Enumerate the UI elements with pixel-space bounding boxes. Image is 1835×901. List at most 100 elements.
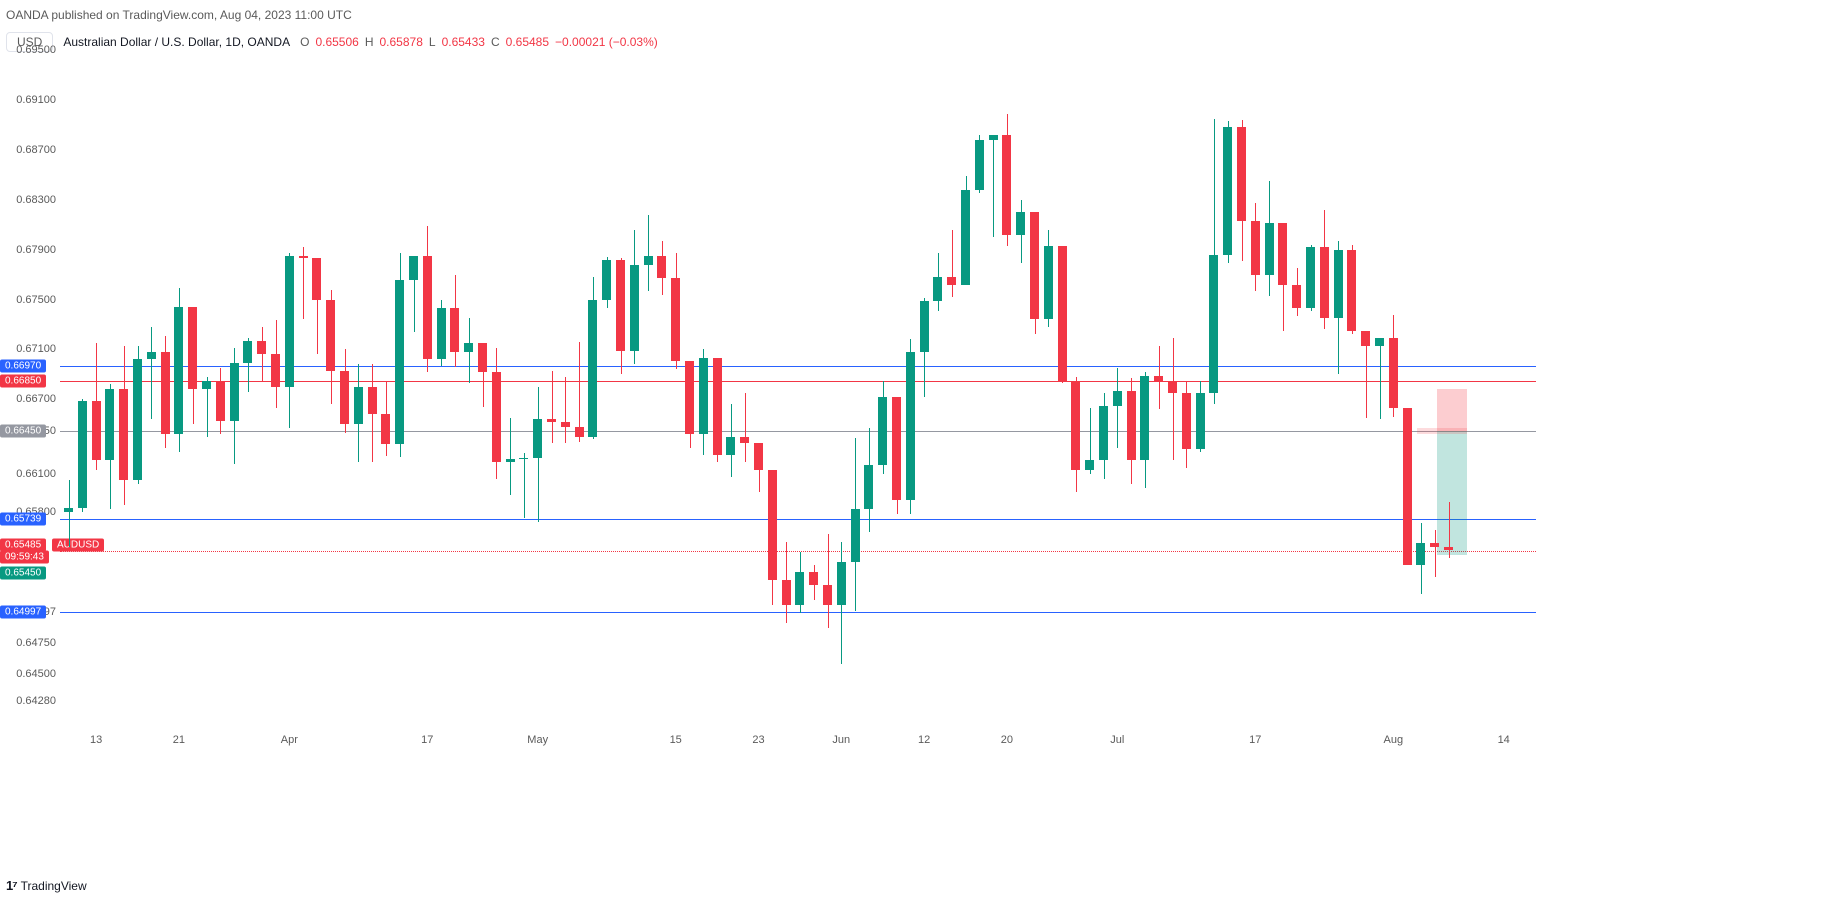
candle-body[interactable] — [64, 508, 73, 512]
candle-body[interactable] — [1030, 212, 1039, 319]
candle-body[interactable] — [1320, 247, 1329, 318]
candle-body[interactable] — [188, 307, 197, 389]
candle-body[interactable] — [1099, 406, 1108, 461]
h-line[interactable] — [60, 519, 1536, 520]
candle-body[interactable] — [1237, 127, 1246, 221]
candle-body[interactable] — [312, 258, 321, 299]
candle-body[interactable] — [1016, 212, 1025, 234]
candle-body[interactable] — [381, 414, 390, 444]
candle-body[interactable] — [575, 427, 584, 437]
candle-body[interactable] — [1085, 460, 1094, 470]
candle-body[interactable] — [1168, 381, 1177, 393]
candle-body[interactable] — [892, 397, 901, 501]
candle-body[interactable] — [699, 358, 708, 434]
candle-body[interactable] — [823, 585, 832, 605]
candle-body[interactable] — [933, 277, 942, 301]
candle-body[interactable] — [326, 300, 335, 371]
candle-body[interactable] — [906, 352, 915, 500]
candle-body[interactable] — [271, 354, 280, 386]
candle-body[interactable] — [450, 308, 459, 352]
candle-body[interactable] — [1292, 285, 1301, 309]
candle-body[interactable] — [947, 277, 956, 284]
candle-body[interactable] — [1002, 135, 1011, 235]
h-line[interactable] — [60, 431, 1536, 432]
candle-body[interactable] — [1140, 376, 1149, 461]
candle-body[interactable] — [1071, 381, 1080, 471]
candle-body[interactable] — [1265, 223, 1274, 274]
candle-body[interactable] — [795, 572, 804, 606]
candle-body[interactable] — [161, 352, 170, 434]
candle-body[interactable] — [354, 387, 363, 424]
candle-body[interactable] — [644, 256, 653, 265]
candle-body[interactable] — [1334, 250, 1343, 319]
candle-body[interactable] — [533, 419, 542, 458]
h-line[interactable] — [60, 612, 1536, 613]
candle-body[interactable] — [216, 381, 225, 421]
candle-body[interactable] — [1154, 376, 1163, 381]
candle-body[interactable] — [202, 381, 211, 390]
candle-body[interactable] — [230, 363, 239, 420]
candle-body[interactable] — [478, 343, 487, 372]
candle-body[interactable] — [851, 509, 860, 561]
candle-body[interactable] — [243, 341, 252, 363]
candle-body[interactable] — [423, 256, 432, 360]
candle-body[interactable] — [1430, 543, 1439, 547]
candle-body[interactable] — [395, 280, 404, 445]
candle-body[interactable] — [630, 265, 639, 351]
candle-body[interactable] — [782, 580, 791, 605]
candle-body[interactable] — [119, 389, 128, 480]
candle-body[interactable] — [726, 437, 735, 456]
candle-body[interactable] — [740, 437, 749, 443]
h-line[interactable] — [60, 381, 1536, 382]
candle-body[interactable] — [1389, 338, 1398, 408]
candle-body[interactable] — [754, 443, 763, 470]
candle-body[interactable] — [975, 140, 984, 190]
candle-body[interactable] — [257, 341, 266, 355]
candle-body[interactable] — [437, 308, 446, 359]
candle-body[interactable] — [506, 459, 515, 461]
candle-body[interactable] — [368, 387, 377, 414]
candle-body[interactable] — [1223, 127, 1232, 254]
candle-body[interactable] — [1278, 223, 1287, 284]
candle-body[interactable] — [464, 343, 473, 352]
candle-body[interactable] — [1444, 547, 1453, 551]
candle-body[interactable] — [864, 465, 873, 509]
candle-body[interactable] — [657, 256, 666, 278]
h-line[interactable] — [60, 366, 1536, 367]
candle-body[interactable] — [961, 190, 970, 285]
candle-body[interactable] — [1196, 393, 1205, 449]
candle-body[interactable] — [547, 419, 556, 421]
candle-body[interactable] — [340, 371, 349, 425]
candle-body[interactable] — [1416, 543, 1425, 565]
candle-body[interactable] — [1127, 391, 1136, 461]
candle-body[interactable] — [299, 256, 308, 258]
candlestick-chart[interactable] — [60, 50, 1536, 730]
candle-body[interactable] — [1113, 391, 1122, 406]
candle-body[interactable] — [878, 397, 887, 466]
candle-body[interactable] — [837, 562, 846, 606]
candle-body[interactable] — [713, 358, 722, 455]
candle-body[interactable] — [1347, 250, 1356, 331]
candle-body[interactable] — [588, 300, 597, 437]
candle-body[interactable] — [519, 458, 528, 459]
candle-body[interactable] — [409, 256, 418, 280]
candle-body[interactable] — [133, 359, 142, 480]
candle-body[interactable] — [1306, 247, 1315, 308]
candle-body[interactable] — [285, 256, 294, 387]
candle-body[interactable] — [92, 401, 101, 461]
candle-body[interactable] — [561, 422, 570, 427]
candle-body[interactable] — [492, 372, 501, 462]
candle-body[interactable] — [1251, 221, 1260, 275]
candle-body[interactable] — [147, 352, 156, 359]
candle-body[interactable] — [1182, 393, 1191, 449]
candle-body[interactable] — [105, 389, 114, 460]
candle-body[interactable] — [78, 401, 87, 508]
candle-body[interactable] — [616, 260, 625, 351]
candle-body[interactable] — [174, 307, 183, 434]
candle-body[interactable] — [1361, 331, 1370, 346]
candle-body[interactable] — [809, 572, 818, 586]
candle-body[interactable] — [1375, 338, 1384, 345]
candle-body[interactable] — [989, 135, 998, 140]
candle-body[interactable] — [685, 361, 694, 435]
candle-body[interactable] — [1058, 246, 1067, 381]
